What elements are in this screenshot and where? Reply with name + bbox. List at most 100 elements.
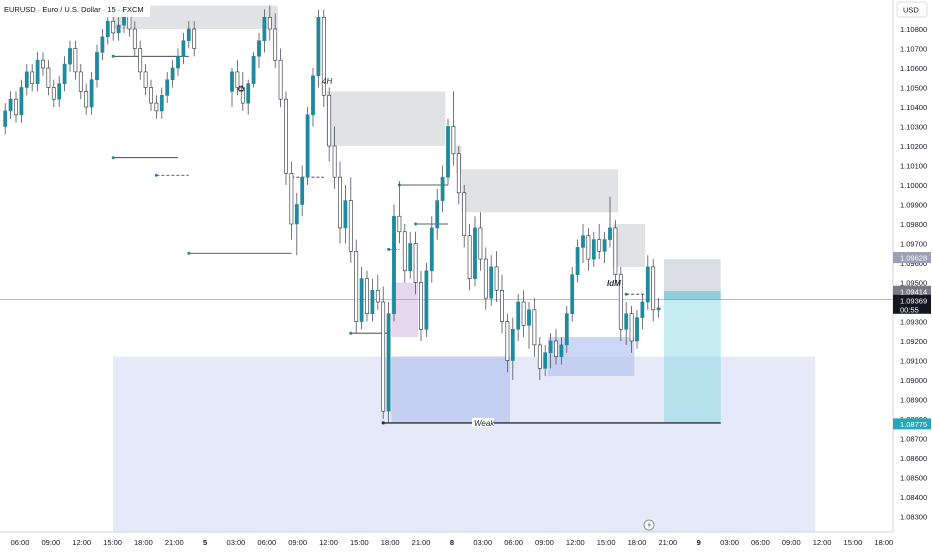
recycle-icon: ♻ bbox=[237, 84, 245, 94]
structure-point bbox=[111, 156, 115, 160]
time-tick: 12:00 bbox=[72, 538, 91, 547]
candle bbox=[51, 87, 56, 100]
candle bbox=[73, 48, 78, 73]
candle bbox=[149, 87, 153, 104]
title-bg bbox=[0, 0, 150, 17]
price-tick: 1.09900 bbox=[900, 201, 927, 210]
candle bbox=[192, 28, 197, 49]
price-axis-bg bbox=[893, 0, 932, 550]
candle bbox=[467, 235, 472, 279]
candle bbox=[289, 173, 294, 225]
candle bbox=[8, 98, 13, 112]
annotations-layer: 4H ♻ IdM Weak bbox=[237, 77, 621, 428]
candle bbox=[597, 239, 602, 252]
candle bbox=[456, 153, 461, 194]
price-tick: 1.09100 bbox=[900, 357, 927, 366]
time-tick: 18:00 bbox=[874, 538, 893, 547]
supply-zone bbox=[612, 224, 646, 267]
candle bbox=[656, 307, 661, 311]
levels-layer bbox=[111, 54, 721, 425]
price-tick: 1.08500 bbox=[900, 474, 927, 483]
candle bbox=[532, 309, 537, 346]
price-tick: 1.09500 bbox=[900, 279, 927, 288]
candle bbox=[316, 16, 321, 77]
structure-point bbox=[414, 222, 418, 226]
time-tick: 09:00 bbox=[535, 538, 554, 547]
time-tick: 06:00 bbox=[11, 538, 30, 547]
candle bbox=[645, 266, 650, 303]
time-tick: 18:00 bbox=[381, 538, 400, 547]
price-tick: 1.09000 bbox=[900, 376, 927, 385]
candle bbox=[608, 227, 612, 240]
price-tick: 1.10200 bbox=[900, 142, 927, 151]
candle bbox=[154, 102, 159, 112]
candle bbox=[262, 16, 267, 41]
zones-layer bbox=[113, 5, 816, 533]
candle bbox=[548, 340, 553, 353]
time-tick: 03:00 bbox=[473, 538, 492, 547]
weak-point bbox=[381, 421, 385, 425]
candle bbox=[300, 176, 305, 205]
time-tick: 03:00 bbox=[720, 538, 739, 547]
candle bbox=[165, 79, 170, 96]
last-price-bg bbox=[893, 294, 931, 314]
candle bbox=[111, 20, 116, 34]
upper-price-tag: 1.09628 bbox=[900, 254, 927, 263]
candle bbox=[370, 289, 375, 314]
candle bbox=[332, 145, 337, 178]
candle bbox=[613, 227, 618, 275]
candle bbox=[338, 176, 342, 229]
candle bbox=[294, 204, 299, 225]
time-tick: 21:00 bbox=[412, 538, 431, 547]
candle bbox=[413, 243, 418, 283]
candle bbox=[278, 59, 283, 100]
candle bbox=[143, 71, 148, 88]
price-tick: 1.10800 bbox=[900, 25, 927, 34]
candle bbox=[559, 344, 564, 357]
price-tick: 1.10700 bbox=[900, 45, 927, 54]
timeframe-label: 4H bbox=[322, 77, 332, 86]
candle bbox=[354, 251, 359, 322]
candle bbox=[343, 200, 348, 229]
candle bbox=[554, 340, 558, 357]
time-tick: 21:00 bbox=[658, 538, 677, 547]
candle bbox=[575, 247, 580, 275]
price-tick: 1.10400 bbox=[900, 103, 927, 112]
price-tick: 1.08300 bbox=[900, 513, 927, 522]
candle bbox=[84, 91, 89, 108]
price-tick: 1.10300 bbox=[900, 123, 927, 132]
supply-zone bbox=[113, 5, 278, 29]
candle bbox=[78, 71, 83, 92]
candle bbox=[19, 87, 24, 116]
structure-point bbox=[154, 173, 158, 177]
currency-label: USD bbox=[903, 6, 919, 15]
candle bbox=[365, 278, 369, 315]
structure-point bbox=[387, 247, 391, 251]
candle bbox=[527, 309, 531, 326]
countdown-tag: 00:55 bbox=[900, 305, 919, 314]
candle bbox=[489, 266, 494, 299]
candle bbox=[375, 289, 380, 303]
price-tick: 1.09600 bbox=[900, 259, 927, 268]
time-tick: 09:00 bbox=[288, 538, 307, 547]
structure-point bbox=[349, 331, 353, 335]
candle bbox=[386, 313, 391, 412]
candle bbox=[116, 24, 121, 34]
upper-price-tag-bg bbox=[893, 252, 931, 264]
candle bbox=[230, 71, 234, 92]
time-tick: 15:00 bbox=[844, 538, 863, 547]
candle bbox=[510, 328, 515, 361]
structure-point bbox=[111, 54, 115, 58]
price-tick: 1.09300 bbox=[900, 318, 927, 327]
candle bbox=[3, 110, 8, 127]
candle bbox=[581, 235, 585, 248]
candles-layer bbox=[3, 1, 661, 423]
structure-point bbox=[624, 292, 628, 296]
candle bbox=[624, 313, 629, 330]
candle bbox=[359, 278, 364, 322]
candle bbox=[267, 16, 272, 30]
candle bbox=[419, 282, 423, 330]
candle bbox=[321, 16, 326, 96]
candle bbox=[246, 83, 251, 104]
